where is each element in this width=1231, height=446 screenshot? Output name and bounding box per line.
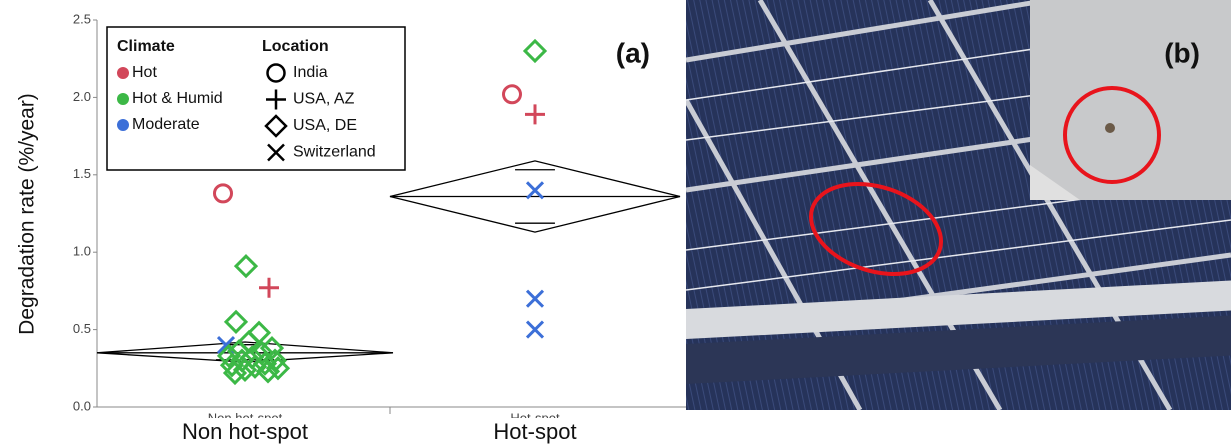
point <box>246 320 272 345</box>
y-tick-label: 2.0 <box>73 89 91 104</box>
point <box>216 343 242 369</box>
point <box>525 289 545 308</box>
point <box>223 309 249 334</box>
category-label: Hot-spot <box>493 419 576 444</box>
y-tick-label: 1.0 <box>73 244 91 259</box>
legend-label: USA, AZ <box>293 91 355 108</box>
legend-title: Climate <box>117 38 175 55</box>
legend-label: Switzerland <box>293 144 376 161</box>
point <box>525 181 545 200</box>
legend-label: USA, DE <box>293 117 357 134</box>
y-tick-label: 0.5 <box>73 321 91 336</box>
point <box>259 277 279 298</box>
legend-label: Hot & Humid <box>132 90 223 107</box>
legend-label: Moderate <box>132 116 200 133</box>
point <box>502 84 522 105</box>
y-tick-label: 2.5 <box>73 11 91 26</box>
legend-swatch <box>117 93 129 105</box>
y-axis-label: Degradation rate (%/year) <box>16 93 39 335</box>
category-label: Non hot-spot <box>182 419 308 444</box>
x-tick-label: Hot-spot <box>510 410 560 425</box>
legend-marker <box>266 63 286 83</box>
y-tick-label: 0.0 <box>73 398 91 413</box>
point <box>233 254 259 279</box>
point <box>525 320 545 339</box>
panel-label: (a) <box>616 37 650 68</box>
legend-title: Location <box>262 38 329 55</box>
x-tick-labels: Non hot-spot Hot-spot <box>208 410 560 425</box>
legend-swatch <box>117 119 129 131</box>
legend-marker <box>264 114 288 138</box>
legend-marker <box>266 89 286 110</box>
point <box>522 38 548 64</box>
point <box>213 183 233 204</box>
legend-marker <box>267 143 285 162</box>
legend-label: India <box>293 64 328 81</box>
panel-label: (b) <box>1164 37 1200 68</box>
point <box>525 104 545 125</box>
legend-swatch <box>117 67 129 79</box>
photo <box>686 0 1231 410</box>
legend-label: Hot <box>132 64 157 81</box>
y-tick-label: 1.5 <box>73 166 91 181</box>
x-tick-label: Non hot-spot <box>208 410 283 425</box>
point <box>255 359 281 384</box>
point <box>222 360 248 386</box>
point <box>219 353 245 378</box>
legend <box>106 26 406 171</box>
